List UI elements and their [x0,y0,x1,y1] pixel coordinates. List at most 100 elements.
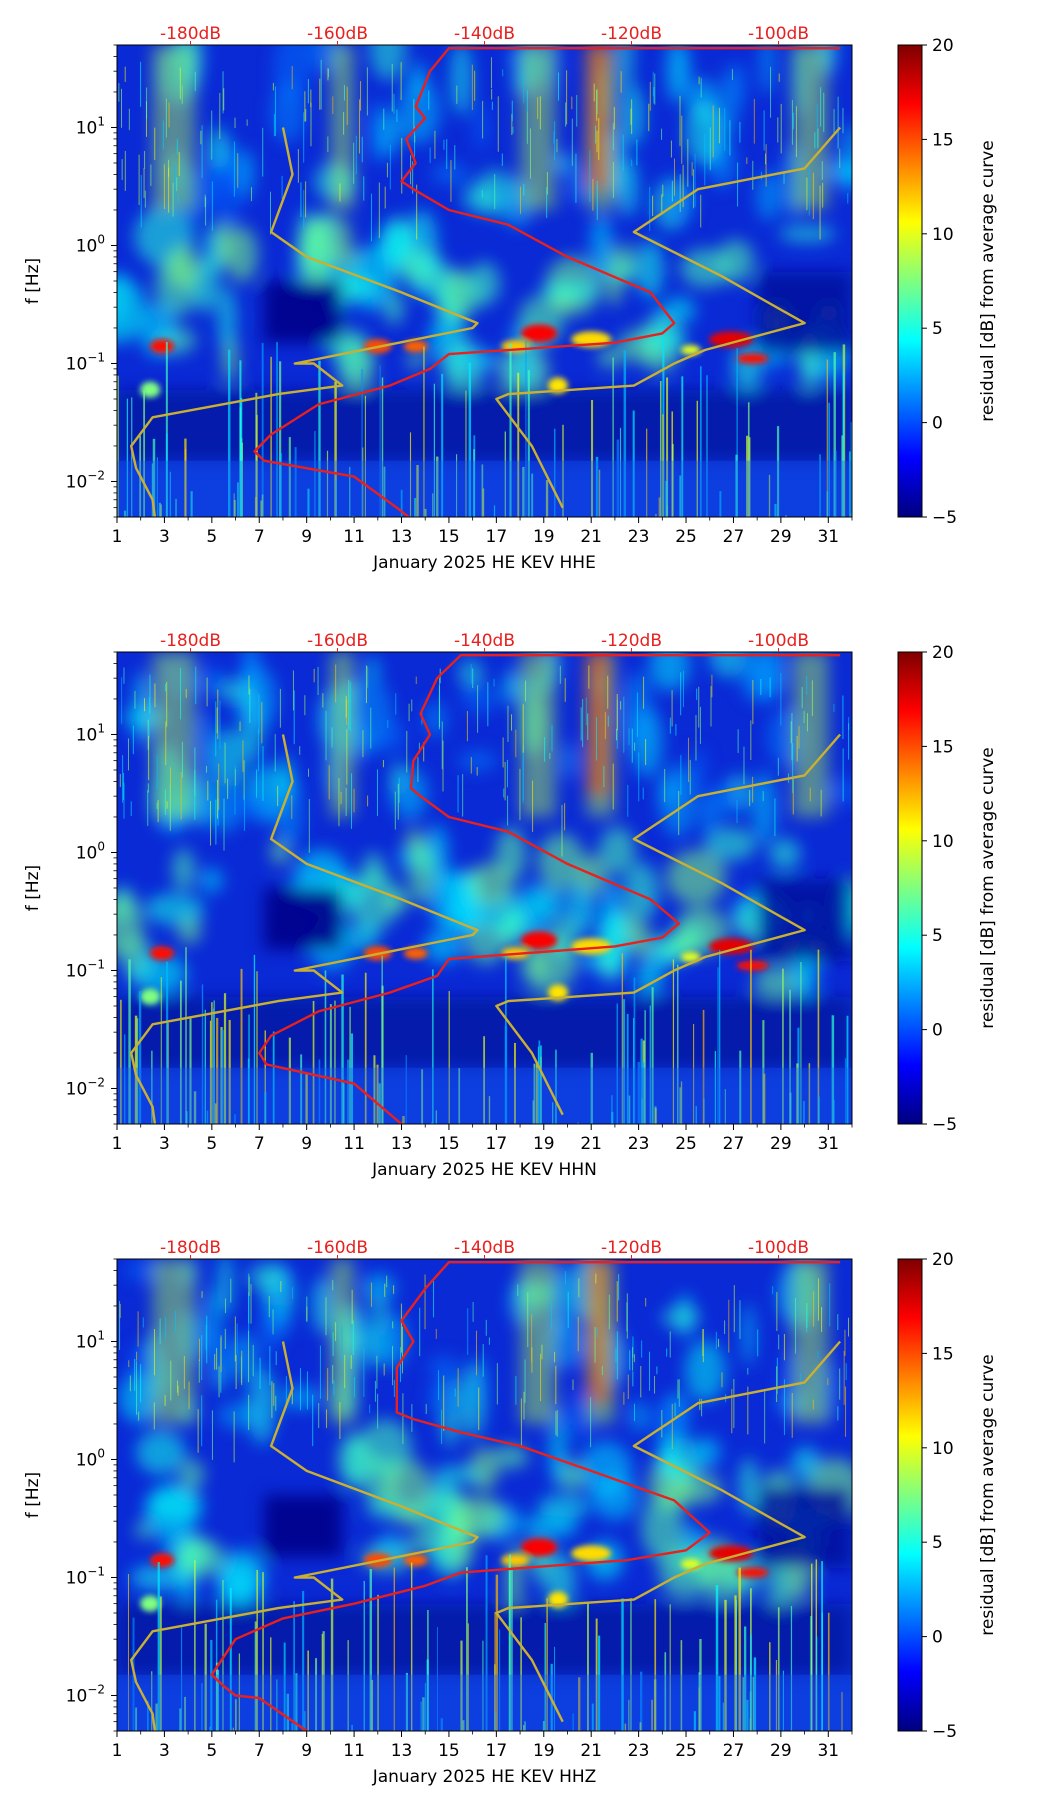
heatmap-cell [780,103,782,154]
y-tick-label: 101 [76,1328,105,1352]
heatmap-cell [800,962,802,1124]
heatmap-cell [618,45,634,94]
heatmap-cell [257,729,259,772]
heatmap-cell [170,1360,172,1401]
heatmap-cell [770,66,772,118]
heatmap-cell [344,1354,346,1389]
heatmap-cell [721,66,740,138]
heatmap-cell [134,690,136,709]
heatmap-cell [511,100,513,122]
heatmap-cell [408,841,436,904]
heatmap-cell [591,399,594,517]
heatmap-cell [680,952,701,963]
heatmap-cell [403,947,428,960]
heatmap-cell [205,1325,207,1350]
x-tick-label: 13 [391,1741,413,1761]
heatmap-cell [118,83,120,102]
top-db-label: -140dB [454,1238,515,1258]
heatmap-cell [724,107,726,151]
heatmap-cell [413,99,415,132]
heatmap-cell [454,145,456,170]
heatmap-cell [620,701,622,710]
heatmap-cell [330,45,355,210]
heatmap-cell [521,931,558,950]
heatmap-cell [408,703,410,722]
heatmap-cell [147,719,149,750]
heatmap-cell [715,1331,717,1350]
heatmap-cell [671,1404,673,1450]
heatmap-cell [435,1110,438,1124]
heatmap-cell [666,45,687,104]
heatmap-cell [200,130,202,145]
heatmap-cell [256,1569,258,1731]
heatmap-cell [483,1036,486,1124]
heatmap-cell [150,946,175,961]
heatmap-cell [800,1373,802,1386]
heatmap-cell [554,1646,556,1731]
heatmap-cell [458,1068,461,1124]
heatmap-cell [219,92,221,139]
heatmap-cell [219,700,221,750]
heatmap-cell [775,1660,778,1731]
x-tick-label: 31 [817,1741,839,1761]
heatmap-cell [424,701,447,737]
heatmap-cell [531,1314,533,1363]
heatmap-cell [598,1635,601,1731]
heatmap-cell [148,735,150,781]
heatmap-cell [446,139,448,169]
heatmap-cell [562,424,564,517]
heatmap-cell [571,1545,612,1562]
heatmap-cell [616,694,618,731]
heatmap-cell [774,798,776,837]
heatmap-cell [630,108,632,125]
heatmap-cell [658,776,679,808]
heatmap-cell [272,1309,274,1335]
heatmap-cell [654,1108,657,1124]
heatmap-cell [423,742,425,762]
x-tick-label: 1 [112,1741,123,1761]
heatmap-cell [383,292,405,325]
heatmap-cell [393,1567,395,1731]
heatmap-cell [121,677,123,724]
heatmap-cell [735,1600,738,1731]
heatmap-cell [753,98,755,144]
x-tick-label: 1 [112,527,123,547]
heatmap-cell [427,1376,466,1418]
heatmap-cell [652,195,654,217]
heatmap-cell [618,1274,620,1301]
heatmap-cell [820,789,822,817]
heatmap-cell [757,878,852,962]
x-tick-label: 29 [770,1134,792,1154]
heatmap-cell [751,771,777,844]
heatmap-cell [328,68,330,78]
heatmap-cell [401,137,403,194]
heatmap-cell [261,1301,279,1360]
heatmap-cell [812,1399,814,1410]
x-tick-label: 25 [675,1134,697,1154]
heatmap-cell [634,742,636,751]
heatmap-cell [332,96,334,115]
heatmap-cell [709,781,747,817]
heatmap-cell [709,331,754,348]
heatmap-cell [765,153,767,165]
heatmap-cell [207,780,209,801]
colorbar-tick-label: 10 [932,832,954,852]
heatmap-cell [636,240,664,299]
heatmap-cell [308,799,310,853]
heatmap-cell [586,45,611,190]
heatmap-cell [304,91,306,122]
heatmap-cell [457,775,459,813]
x-tick-label: 31 [817,527,839,547]
heatmap-cell [640,1038,643,1124]
heatmap-cell [431,162,470,185]
heatmap-cell [193,1091,197,1124]
heatmap-cell [140,1364,142,1403]
heatmap-cell [776,1366,778,1403]
colorbar-tick-label: 0 [932,1021,943,1041]
heatmap-cell [400,489,403,517]
heatmap-cell [523,1725,525,1731]
heatmap-cell [216,779,218,819]
heatmap-cell [124,151,126,191]
heatmap-cell [127,738,129,771]
heatmap-cell [607,675,609,709]
